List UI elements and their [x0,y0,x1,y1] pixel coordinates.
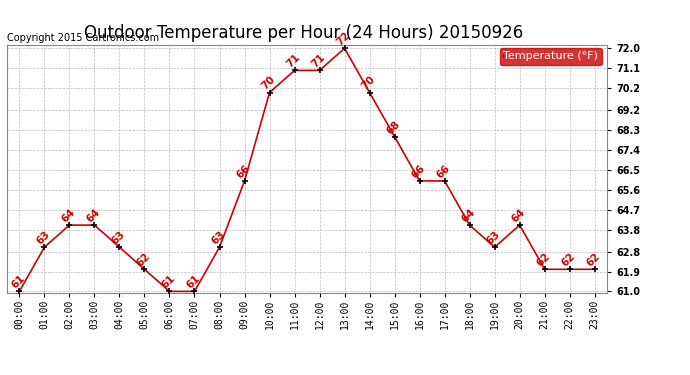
Text: 64: 64 [85,207,102,224]
Text: 72: 72 [335,30,353,48]
Text: 61: 61 [185,273,202,291]
Text: 63: 63 [110,229,127,246]
Text: 64: 64 [60,207,77,224]
Text: 63: 63 [210,229,227,246]
Text: 61: 61 [10,273,27,291]
Text: 66: 66 [435,163,452,180]
Text: Outdoor Temperature per Hour (24 Hours) 20150926: Outdoor Temperature per Hour (24 Hours) … [84,24,523,42]
Text: 64: 64 [460,207,477,224]
Text: 62: 62 [560,251,578,268]
Text: 62: 62 [585,251,602,268]
Text: 62: 62 [135,251,152,268]
Text: 64: 64 [510,207,527,224]
Text: Copyright 2015 Cartronics.com: Copyright 2015 Cartronics.com [7,33,159,42]
Text: 61: 61 [160,273,177,291]
Text: 66: 66 [410,163,427,180]
Text: 71: 71 [310,52,327,70]
Text: 68: 68 [385,118,402,136]
Text: 63: 63 [485,229,502,246]
Text: 66: 66 [235,163,252,180]
Legend: Temperature (°F): Temperature (°F) [500,48,602,65]
Text: 62: 62 [535,251,552,268]
Text: 70: 70 [260,74,277,92]
Text: 63: 63 [34,229,52,246]
Text: 71: 71 [285,52,302,70]
Text: 70: 70 [360,74,377,92]
